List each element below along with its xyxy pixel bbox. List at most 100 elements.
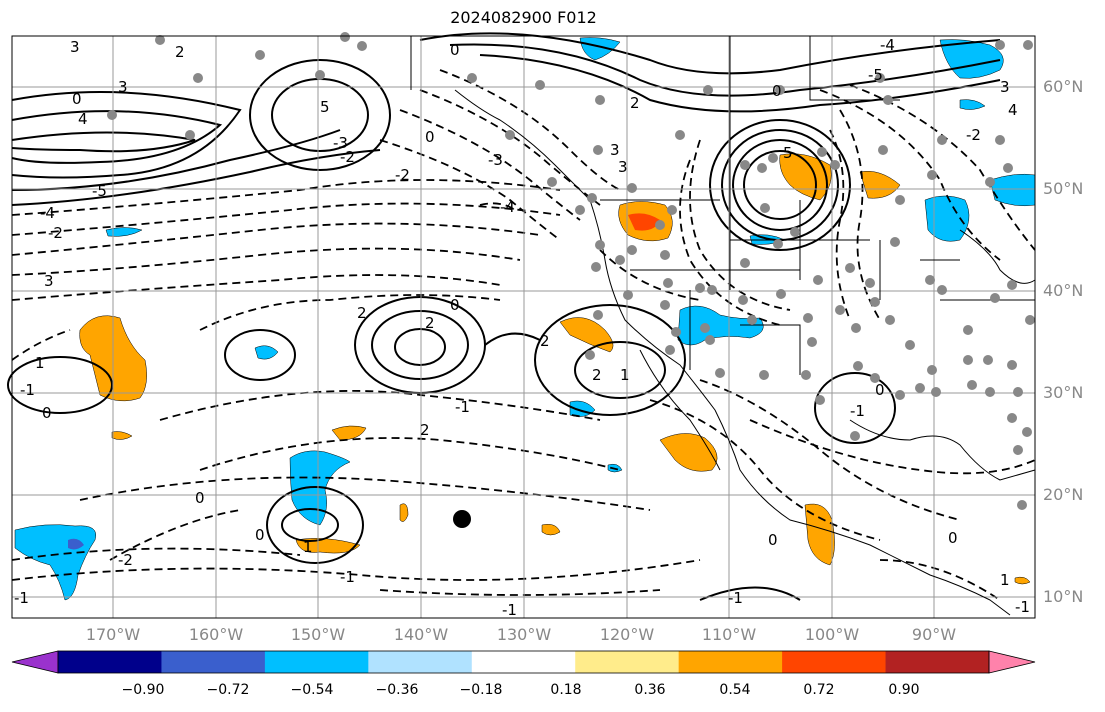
contour-label: 1 [35, 354, 45, 372]
colorbar-tick-label: −0.18 [459, 682, 503, 698]
lat-label: 40°N [1043, 281, 1084, 300]
colorbar-tick-label: −0.72 [206, 682, 250, 698]
contour-label: 3 [610, 141, 620, 159]
colorbar-tick-label: −0.36 [375, 682, 419, 698]
contour-label: 1 [620, 366, 630, 384]
lon-label: 150°W [290, 625, 346, 644]
contour-label: 3 [618, 158, 628, 176]
contour-label: 0 [255, 526, 265, 544]
colorbar-swatch [885, 651, 990, 673]
contour-label: 5 [320, 98, 330, 116]
contour-label: 2 [540, 332, 550, 350]
contour-label: 0 [425, 128, 435, 146]
lon-label: 100°W [804, 625, 860, 644]
contour-label: 2 [357, 304, 367, 322]
colorbar-swatch [782, 651, 887, 673]
colorbar-tick-label: 0.36 [634, 682, 666, 698]
contour-label: 0 [768, 531, 778, 549]
lat-label: 30°N [1043, 383, 1084, 402]
contour-label: 2 [420, 421, 430, 439]
contour-label: 2 [175, 43, 185, 61]
lon-label: 160°W [188, 625, 244, 644]
colorbar-tick-label: 0.18 [550, 682, 582, 698]
colorbar-tick-label: −0.90 [121, 682, 165, 698]
colorbar-swatch [471, 651, 576, 673]
graticule [12, 36, 1035, 618]
contour-label: -4 [40, 204, 55, 222]
contour-label: 0 [772, 82, 782, 100]
contour-label: -2 [340, 148, 355, 166]
colorbar-tick-label: 0.54 [719, 682, 751, 698]
contour-label: 0 [450, 41, 460, 59]
lat-label: 50°N [1043, 179, 1084, 198]
lat-label: 20°N [1043, 485, 1084, 504]
contour-label: -5 [92, 182, 107, 200]
coastlines [410, 36, 1036, 616]
colorbar-extend-min [11, 650, 59, 674]
lon-label: 120°W [599, 625, 655, 644]
contour-label: -1 [850, 402, 865, 420]
contour-label: 0 [72, 90, 82, 108]
contour-label: 1 [303, 538, 313, 556]
contour-label: 3 [1000, 78, 1010, 96]
colorbar-swatch [264, 651, 369, 673]
contour-label: 0 [948, 529, 958, 547]
map-frame [11, 35, 1036, 619]
lon-label: 90°W [911, 625, 957, 644]
contour-label: -3 [488, 151, 503, 169]
station-dots [107, 32, 1035, 510]
colorbar-extend-max [988, 650, 1036, 674]
contour-label: -2 [966, 126, 981, 144]
colorbar-swatch [575, 651, 680, 673]
contour-label: -4 [500, 198, 515, 216]
storm-center-marker [453, 510, 471, 528]
contour-label: -5 [868, 66, 883, 84]
contour-label: 2 [425, 314, 435, 332]
contour-labels: 3 2 0 3 4 -4 -2 3 0 2 3 -4 -2 0 -4 4 3 -… [14, 36, 1030, 619]
colorbar-tick-label: 0.72 [803, 682, 835, 698]
contour-label: -1 [340, 568, 355, 586]
colorbar-swatch [161, 651, 266, 673]
contour-label: 5 [783, 144, 793, 162]
contour-label: 3 [118, 78, 128, 96]
colorbar-swatch [678, 651, 783, 673]
contour-label: 3 [44, 272, 54, 290]
lon-label: 170°W [85, 625, 141, 644]
contour-label: -2 [118, 551, 133, 569]
colorbar [11, 650, 1036, 674]
solid-contours [7, 32, 1001, 601]
contour-label: -3 [333, 134, 348, 152]
lon-label: 130°W [496, 625, 552, 644]
contour-label: 3 [70, 38, 80, 56]
contour-label: 0 [450, 296, 460, 314]
contour-label: -1 [1015, 598, 1030, 616]
contour-label: 1 [1000, 571, 1010, 589]
contour-label: -1 [14, 589, 29, 607]
colorbar-tick-label: −0.54 [290, 682, 334, 698]
contour-label: 4 [78, 110, 88, 128]
contour-label: 0 [875, 381, 885, 399]
contour-label: 2 [630, 94, 640, 112]
colorbar-tick-label: 0.90 [888, 682, 920, 698]
shaded-field [14, 37, 1036, 601]
map-title: 2024082900 F012 [450, 8, 597, 27]
contour-label: -1 [455, 398, 470, 416]
lat-label: 10°N [1043, 587, 1084, 606]
contour-label: 0 [195, 489, 205, 507]
contour-label: -1 [502, 601, 517, 619]
lon-label: 110°W [701, 625, 757, 644]
colorbar-frame [57, 650, 990, 674]
contour-label: -2 [48, 224, 63, 242]
contour-label: -1 [728, 589, 743, 607]
dashed-contours [11, 69, 1036, 601]
contour-label: -1 [20, 381, 35, 399]
contour-label: -2 [395, 166, 410, 184]
contour-label: 0 [42, 404, 52, 422]
colorbar-swatch [58, 651, 162, 673]
contour-label: -4 [880, 36, 895, 54]
contour-label: 4 [1008, 101, 1018, 119]
lat-label: 60°N [1043, 77, 1084, 96]
contour-label: 2 [592, 366, 602, 384]
colorbar-swatch [368, 651, 473, 673]
